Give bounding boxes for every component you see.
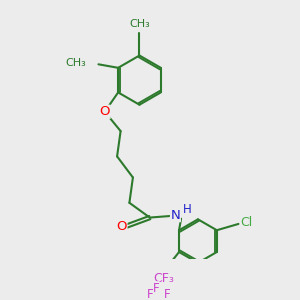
Text: F: F xyxy=(147,288,153,300)
Text: CF₃: CF₃ xyxy=(154,272,174,285)
Text: O: O xyxy=(116,220,127,233)
Text: CH₃: CH₃ xyxy=(65,58,86,68)
Text: O: O xyxy=(100,105,110,118)
Text: F: F xyxy=(153,282,159,295)
Text: F: F xyxy=(164,288,171,300)
Text: H: H xyxy=(183,203,192,216)
Text: Cl: Cl xyxy=(240,216,253,229)
Text: CH₃: CH₃ xyxy=(129,19,150,29)
Text: N: N xyxy=(171,208,180,222)
